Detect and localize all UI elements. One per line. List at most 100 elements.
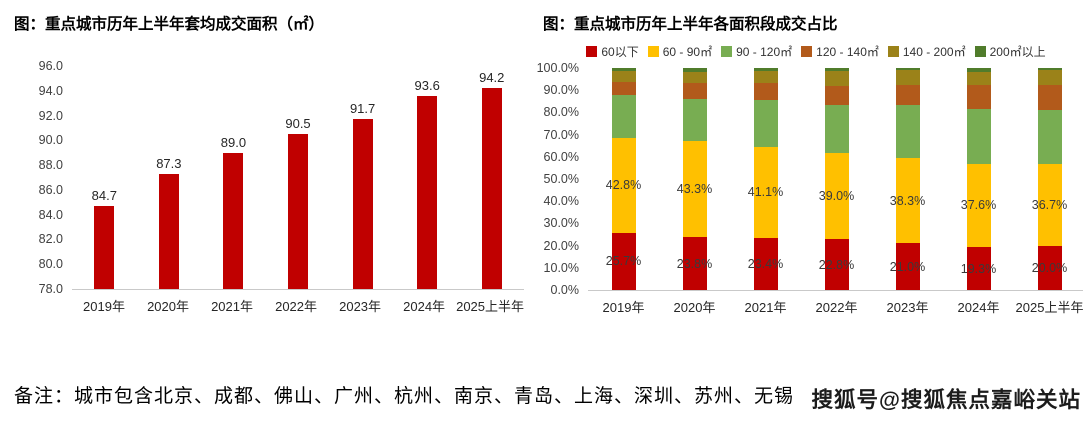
y-axis-tick-label: 80.0	[38, 257, 63, 272]
segment-value-label: 41.1%	[747, 185, 784, 200]
stack-segment	[895, 104, 920, 159]
x-axis-category-label: 2025上半年	[1015, 300, 1083, 315]
bars-area: 84.7 87.3 89.0 90.5 91.7 93.6 94.2	[72, 66, 524, 289]
bar	[352, 119, 373, 289]
right-chart-plot-area: 100.0% 90.0% 80.0% 70.0% 60.0% 50.0% 40.0% 30.0…	[537, 61, 1083, 315]
stack-segment	[682, 83, 707, 100]
bar	[94, 206, 115, 289]
legend-swatch	[974, 46, 986, 57]
bar-value-label: 87.3	[156, 155, 182, 171]
y-axis-tick-label: 88.0	[38, 158, 63, 173]
bar-column: 89.0	[201, 66, 266, 289]
y-axis-tick-label: 82.0	[38, 232, 63, 247]
segment-value-label: 21.0%	[889, 259, 926, 274]
bar-value-label: 89.0	[220, 134, 247, 150]
left-chart-plot-area: 96.0 94.0 92.0 90.0 88.0 86.0 84.0 82.0 80.0 78.0…	[39, 59, 524, 314]
x-axis-category-label: 2023年	[339, 299, 382, 314]
y-axis-tick-label: 10.0%	[543, 260, 579, 275]
bar-value-label: 84.7	[91, 188, 117, 203]
stack-segment: 20.0%	[1032, 245, 1067, 290]
stacked-bar-column: 23.8% 43.3%	[659, 68, 730, 290]
stacked-bar: 19.3% 37.6%	[961, 68, 996, 290]
legend-label: 90 - 120㎡	[736, 45, 793, 59]
stacked-bar: 25.7% 42.8%	[606, 68, 641, 290]
y-axis-tick-label: 90.0	[38, 133, 63, 148]
y-axis-tick-label: 40.0%	[543, 194, 579, 209]
legend-swatch	[586, 46, 598, 57]
bar	[288, 134, 309, 289]
x-axis-category-label: 2023年	[886, 300, 929, 315]
stack-segment	[966, 72, 991, 86]
x-axis-category-label: 2020年	[673, 300, 716, 315]
stack-segment	[895, 84, 920, 105]
segment-value-label: 25.7%	[605, 254, 642, 269]
bar	[481, 88, 502, 289]
legend-swatch	[647, 46, 659, 57]
legend-label: 200㎡以上	[989, 45, 1046, 59]
y-axis-tick-label: 0.0%	[550, 283, 580, 297]
stack-segment	[611, 94, 636, 138]
legend-swatch	[801, 46, 813, 57]
right-chart-title: 图：重点城市历年上半年各面积段成交占比	[543, 16, 838, 33]
stack-segment	[1037, 84, 1062, 111]
stacked-bar: 23.8% 43.3%	[677, 68, 712, 290]
area-segment-share-chart: 图：重点城市历年上半年各面积段成交占比 60以下 60 - 90㎡ 90 - 120…	[537, 12, 1083, 352]
stack-segment	[966, 108, 991, 164]
bar	[417, 95, 438, 289]
stack-segment: 42.8%	[606, 137, 641, 233]
stack-segment	[753, 71, 778, 83]
x-axis-category-label: 2019年	[83, 299, 125, 314]
stack-segment	[824, 86, 849, 105]
stack-segment	[966, 85, 991, 109]
legend-item: 200㎡以上	[974, 43, 1046, 60]
bar-column: 91.7	[330, 66, 395, 289]
legend-item: 90 - 120㎡	[721, 43, 792, 60]
stack-segment	[611, 82, 636, 95]
stack-segment	[1037, 68, 1062, 71]
y-axis-tick-label: 94.0	[38, 83, 63, 98]
segment-value-label: 23.8%	[676, 256, 713, 271]
y-axis-tick-label: 78.0	[38, 282, 63, 296]
bar-value-label: 94.2	[479, 70, 505, 86]
y-axis-tick-label: 100.0%	[536, 61, 579, 75]
segment-value-label: 19.3%	[960, 261, 997, 276]
legend-item: 120 - 140㎡	[801, 43, 879, 60]
stack-segment	[1037, 70, 1062, 85]
stack-segment	[1037, 110, 1062, 165]
bar-column: 90.5	[266, 66, 331, 289]
x-axis-category-label: 2025上半年	[456, 299, 525, 314]
footnote: 备注：城市包含北京、成都、佛山、广州、杭州、南京、青岛、上海、深圳、苏州、无锡	[14, 386, 795, 407]
stack-segment	[753, 68, 778, 72]
stack-segment	[824, 71, 849, 86]
stack-segment	[682, 68, 707, 72]
stacked-bar-column: 23.4% 41.1%	[730, 68, 801, 290]
segment-value-label: 20.0%	[1031, 260, 1068, 275]
segment-value-label: 43.3%	[676, 182, 713, 197]
x-axis-category-label: 2021年	[744, 300, 787, 315]
x-axis-category-label: 2022年	[815, 300, 858, 315]
left-chart-title: 图：重点城市历年上半年套均成交面积（㎡）	[14, 16, 325, 33]
stack-segment: 21.0%	[890, 243, 925, 290]
x-axis-category-label: 2024年	[957, 300, 1000, 315]
stack-segment	[895, 70, 920, 85]
stack-segment: 37.6%	[961, 163, 996, 248]
bar-value-label: 91.7	[349, 101, 376, 117]
y-axis-tick-label: 20.0%	[543, 238, 579, 253]
y-axis-tick-label: 96.0	[38, 59, 63, 73]
y-axis-tick-label: 50.0%	[543, 172, 579, 186]
stacked-bar: 23.4% 41.1%	[748, 68, 783, 290]
stack-segment: 19.3%	[961, 247, 996, 290]
y-axis-tick-label: 70.0%	[543, 127, 579, 142]
x-axis-category-label: 2021年	[211, 299, 253, 314]
stacked-bar-column: 22.8% 39.0%	[801, 68, 872, 290]
segment-value-label: 39.0%	[818, 189, 855, 204]
stack-segment	[753, 100, 778, 147]
stack-segment: 36.7%	[1032, 164, 1067, 246]
stack-segment: 23.4%	[748, 238, 783, 290]
x-axis-category-label: 2020年	[147, 299, 189, 314]
y-axis-tick-label: 30.0%	[543, 216, 579, 231]
stack-segment	[966, 68, 991, 73]
x-axis-category-label: 2022年	[275, 299, 318, 314]
stacked-bar: 20.0% 36.7%	[1032, 68, 1067, 290]
